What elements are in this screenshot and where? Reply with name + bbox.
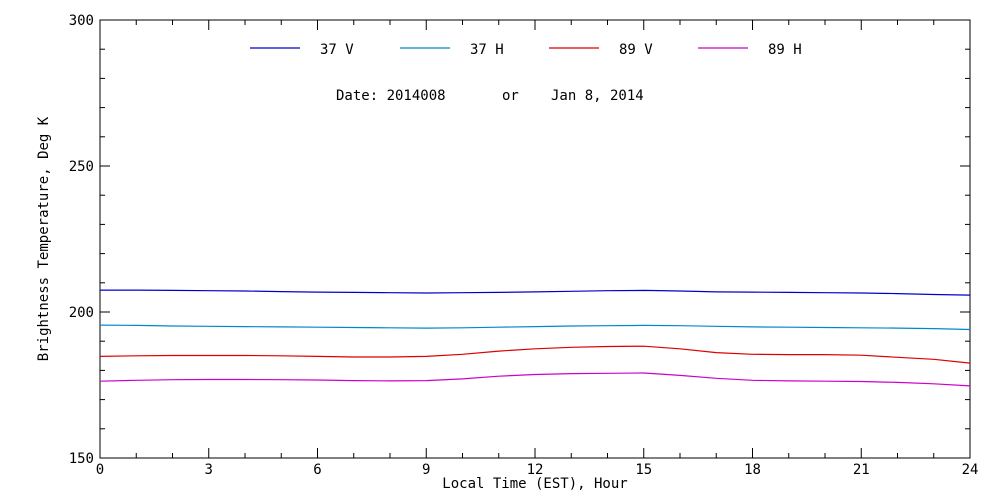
y-tick-label: 200 [69,305,94,321]
series-lines [99,289,971,387]
plot-frame [99,19,971,459]
series-line-37-v [100,289,971,296]
series-line-89-v [99,345,971,364]
y-tick-label: 150 [69,451,94,467]
x-tick-label: 0 [96,462,104,478]
x-tick-label: 12 [527,462,544,478]
y-tick-label: 300 [69,13,94,29]
x-tick-label: 18 [744,462,761,478]
series-line-89-h [99,372,971,387]
legend-label: 89 H [768,42,802,58]
date-label: Date: 2014008 [336,88,446,104]
x-tick-labels: 0 3 6 9 12 15 18 21 24 [96,462,979,478]
x-tick-label: 21 [853,462,870,478]
x-tick-label: 9 [422,462,430,478]
x-axis-title: Local Time (EST), Hour [442,476,627,492]
x-tick-label: 24 [962,462,979,478]
legend-label: 37 V [320,42,354,58]
y-tick-label: 250 [69,159,94,175]
y-tick-labels: 150 200 250 300 [69,13,94,467]
date-text: Jan 8, 2014 [551,88,644,104]
x-tick-label: 6 [313,462,321,478]
y-axis-title: Brightness Temperature, Deg K [36,116,52,361]
axis-ticks [99,19,971,459]
legend-label: 89 V [619,42,653,58]
x-tick-label: 15 [635,462,652,478]
date-or-label: or [502,88,519,104]
x-tick-label: 3 [205,462,213,478]
series-line-37-h [99,324,971,331]
legend: 37 V 37 H 89 V 89 H [250,42,802,58]
legend-label: 37 H [470,42,504,58]
